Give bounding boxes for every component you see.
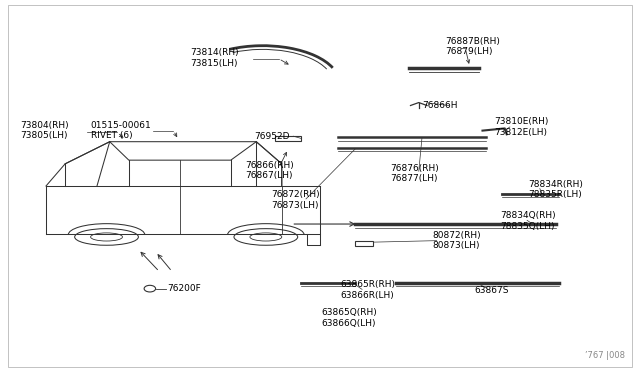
Text: 76872(RH)
76873(LH): 76872(RH) 76873(LH) xyxy=(271,190,319,210)
Text: 78834R(RH)
78835R(LH): 78834R(RH) 78835R(LH) xyxy=(528,180,582,199)
Text: 63865R(RH)
63866R(LH): 63865R(RH) 63866R(LH) xyxy=(340,280,396,300)
Bar xyxy=(355,241,373,246)
Text: ’767 |008: ’767 |008 xyxy=(584,351,625,360)
Text: 63867S: 63867S xyxy=(474,286,509,295)
Text: 63865Q(RH)
63866Q(LH): 63865Q(RH) 63866Q(LH) xyxy=(321,308,377,327)
Text: 76887B(RH)
76879(LH): 76887B(RH) 76879(LH) xyxy=(445,37,500,56)
Text: 78834Q(RH)
78835Q(LH): 78834Q(RH) 78835Q(LH) xyxy=(500,211,556,231)
Text: 76866(RH)
76867(LH): 76866(RH) 76867(LH) xyxy=(245,161,294,180)
Text: 73804(RH)
73805(LH): 73804(RH) 73805(LH) xyxy=(20,121,69,140)
Text: 76952D: 76952D xyxy=(254,132,290,141)
Text: 73810E(RH)
73812E(LH): 73810E(RH) 73812E(LH) xyxy=(494,117,548,137)
Bar xyxy=(275,136,301,141)
Text: 76866H: 76866H xyxy=(422,101,458,110)
Text: 73814(RH)
73815(LH): 73814(RH) 73815(LH) xyxy=(190,48,239,68)
Text: 76876(RH)
76877(LH): 76876(RH) 76877(LH) xyxy=(390,164,439,183)
Text: 80872(RH)
80873(LH): 80872(RH) 80873(LH) xyxy=(432,231,481,250)
Text: 76200F: 76200F xyxy=(167,284,201,293)
Text: 01515-00061
RIVET (6): 01515-00061 RIVET (6) xyxy=(91,121,151,140)
